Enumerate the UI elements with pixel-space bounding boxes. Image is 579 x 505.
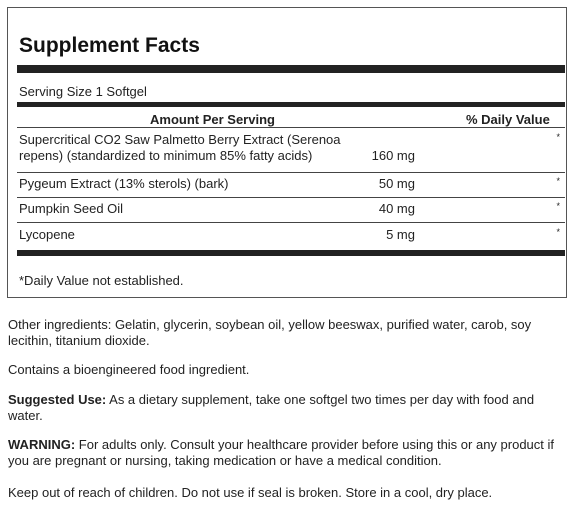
supplement-facts-panel: Supplement Facts Serving Size 1 Softgel … — [7, 7, 567, 298]
nutrient-daily-value: * — [556, 132, 560, 142]
serving-size: Serving Size 1 Softgel — [19, 84, 147, 99]
warning-label: WARNING: — [8, 437, 76, 452]
nutrient-daily-value: * — [556, 201, 560, 211]
daily-value-header: % Daily Value — [466, 112, 550, 127]
row-divider — [17, 197, 565, 198]
suggested-use-label: Suggested Use: — [8, 392, 107, 407]
nutrient-amount: 160 mg — [371, 148, 415, 163]
nutrient-amount: 50 mg — [378, 176, 415, 191]
nutrient-daily-value: * — [556, 176, 560, 186]
nutrient-name: Supercritical CO2 Saw Palmetto Berry Ext… — [19, 132, 341, 163]
row-divider — [17, 222, 565, 223]
nutrient-name: Pygeum Extract (13% sterols) (bark) — [19, 176, 229, 191]
nutrient-amount: 40 mg — [378, 201, 415, 216]
bottom-divider — [17, 250, 565, 256]
storage-instructions: Keep out of reach of children. Do not us… — [8, 485, 493, 500]
row-divider — [17, 127, 565, 128]
nutrient-daily-value: * — [556, 227, 560, 237]
panel-title: Supplement Facts — [19, 34, 200, 57]
nutrient-name: Lycopene — [19, 227, 75, 242]
bioengineered-notice: Contains a bioengineered food ingredient… — [8, 362, 250, 377]
other-ingredients: Other ingredients: Gelatin, glycerin, so… — [8, 317, 532, 348]
daily-value-footnote: *Daily Value not established. — [19, 273, 184, 288]
medium-divider — [17, 102, 565, 107]
nutrient-amount: 5 mg — [386, 227, 415, 242]
row-divider — [17, 172, 565, 173]
warning: WARNING: For adults only. Consult your h… — [8, 437, 568, 469]
thick-divider — [17, 65, 565, 73]
amount-header: Amount Per Serving — [150, 112, 275, 127]
warning-text: For adults only. Consult your healthcare… — [8, 437, 555, 468]
nutrient-name: Pumpkin Seed Oil — [19, 201, 124, 216]
suggested-use-text: As a dietary supplement, take one softge… — [8, 392, 535, 423]
suggested-use: Suggested Use: As a dietary supplement, … — [8, 392, 568, 424]
